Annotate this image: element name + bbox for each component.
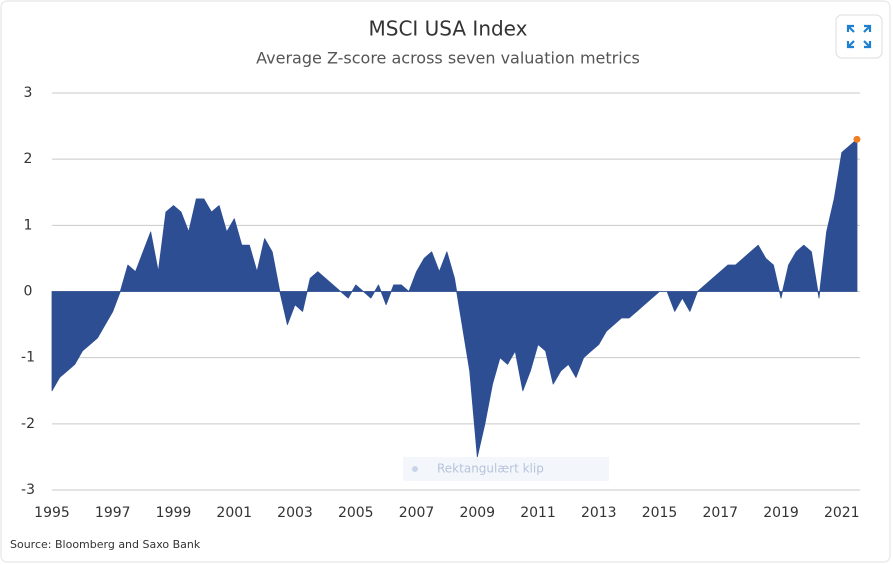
x-tick-label: 2019 [763,505,799,521]
chart-title: MSCI USA Index [369,17,528,41]
x-tick-label: 2005 [338,505,374,521]
source: Source: Bloomberg and Saxo Bank [10,538,201,551]
overlay-dot [412,466,418,472]
chart-subtitle: Average Z-score across seven valuation m… [256,49,640,68]
last-point [853,135,861,143]
x-tick-label: 1995 [34,505,70,521]
x-tick-label: 2007 [399,505,435,521]
overlay-text: Rektangulært klip [437,462,544,476]
y-tick-label: 0 [24,284,33,300]
y-tick-label: -3 [21,482,35,498]
x-tick-label: 2011 [520,505,556,521]
y-tick-label: -2 [21,416,35,432]
overlay-box [403,457,609,481]
x-tick-label: 1997 [95,505,131,521]
x-tick-label: 2001 [216,505,252,521]
y-tick-label: 2 [24,151,33,167]
x-tick-label: 2009 [459,505,495,521]
y-tick-label: 3 [24,85,33,101]
x-tick-label: 2017 [702,505,738,521]
y-tick-label: -1 [21,350,35,366]
x-tick-label: 2013 [581,505,617,521]
x-tick-label: 2015 [642,505,678,521]
x-tick-label: 2021 [824,505,860,521]
area [51,138,858,458]
x-tick-label: 2003 [277,505,313,521]
x-tick-label: 1999 [156,505,192,521]
y-tick-label: 1 [24,217,33,233]
expand-button[interactable] [835,14,883,59]
